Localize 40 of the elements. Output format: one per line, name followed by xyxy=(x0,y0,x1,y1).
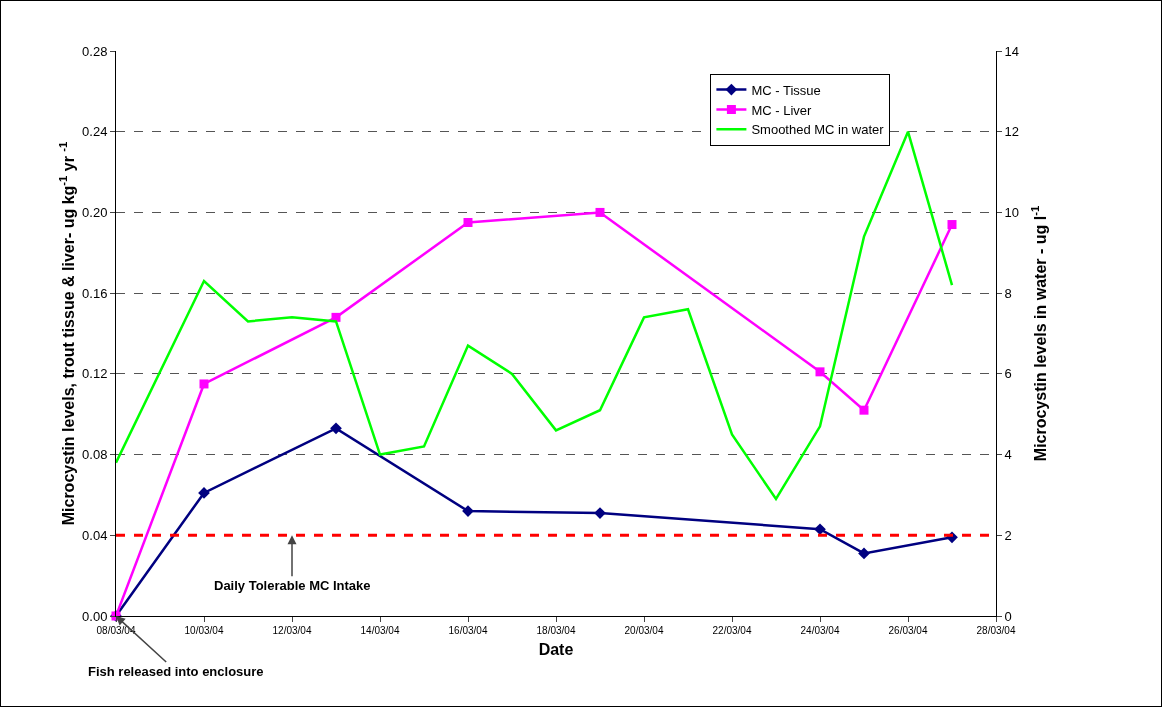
annotation: Fish released into enclosure xyxy=(88,664,264,679)
y2-tick-label: 10 xyxy=(1004,204,1020,220)
y2-tick-label: 14 xyxy=(1004,43,1020,59)
x-tick-label: 18/03/04 xyxy=(536,625,576,636)
x-tick-label: 22/03/04 xyxy=(712,625,752,636)
y-tick-label: 0.20 xyxy=(82,204,108,220)
point xyxy=(815,367,825,377)
y-tick-label: 0.08 xyxy=(82,447,108,463)
point xyxy=(947,220,957,230)
y2-tick-label: 6 xyxy=(1004,366,1012,382)
y-tick-label: 0.12 xyxy=(82,366,108,382)
legend-label: MC - Liver xyxy=(751,102,813,118)
y2-tick-label: 4 xyxy=(1004,447,1012,463)
y2-tick-label: 12 xyxy=(1004,124,1020,140)
y2-tick-label: 8 xyxy=(1004,285,1012,301)
y-tick-label: 0.04 xyxy=(82,527,108,543)
y2-tick-label: 2 xyxy=(1004,527,1012,543)
y-tick-label: 0.24 xyxy=(82,124,108,140)
point xyxy=(463,218,473,228)
x-tick-label: 10/03/04 xyxy=(184,625,224,636)
x-tick-label: 16/03/04 xyxy=(448,625,488,636)
x-tick-label: 12/03/04 xyxy=(272,625,312,636)
point xyxy=(858,547,870,560)
legend-label: MC - Tissue xyxy=(751,82,821,98)
y-tick-label: 0.00 xyxy=(82,608,108,624)
x-tick-label: 26/03/04 xyxy=(888,625,928,636)
annotation: Daily Tolerable MC Intake xyxy=(214,578,371,593)
point xyxy=(199,379,209,389)
point xyxy=(595,207,605,217)
point xyxy=(859,405,869,415)
x-tick-label: 20/03/04 xyxy=(624,625,664,636)
x-tick-label: 14/03/04 xyxy=(360,625,400,636)
x-tick-label: 24/03/04 xyxy=(800,625,840,636)
x-axis-title: Date xyxy=(538,640,574,658)
legend-label: Smoothed MC in water xyxy=(751,122,885,138)
y-tick-label: 0.16 xyxy=(82,285,108,301)
y-tick-label: 0.28 xyxy=(82,43,108,59)
x-tick-label: 28/03/04 xyxy=(976,625,1016,636)
y2-tick-label: 0 xyxy=(1004,608,1012,624)
point xyxy=(330,422,342,435)
